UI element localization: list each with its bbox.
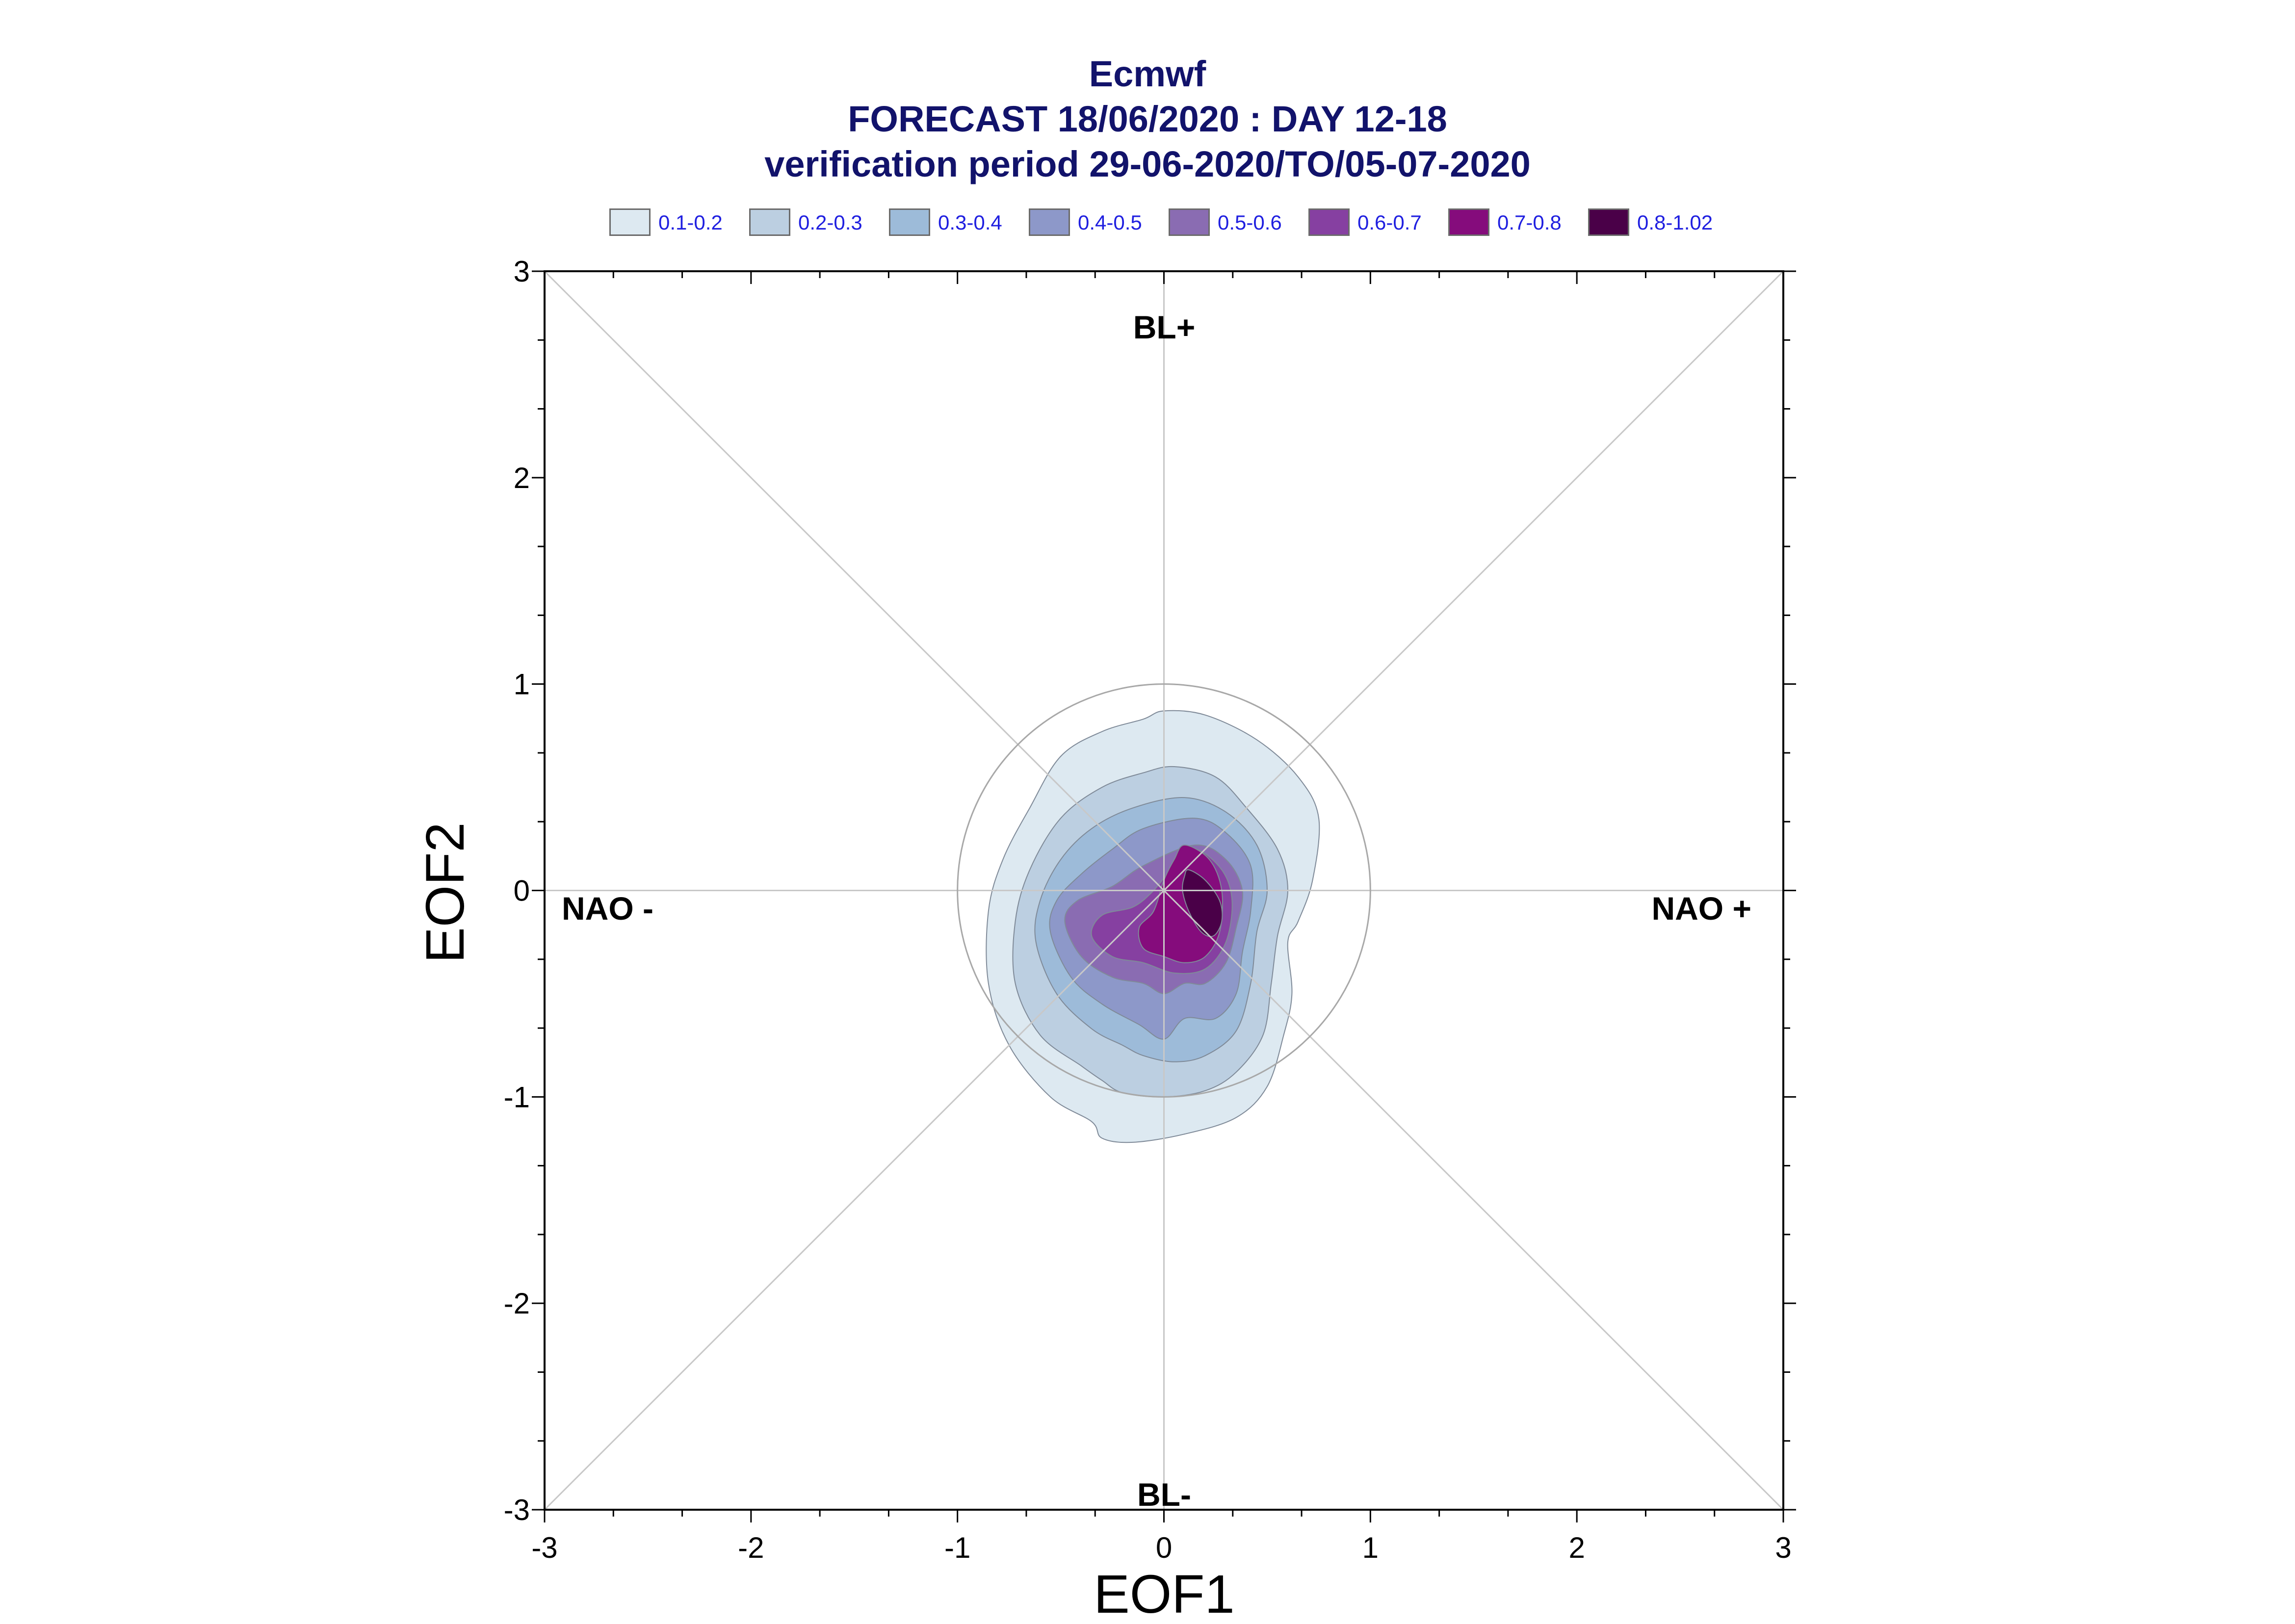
y-tick-label: 1 [514, 668, 530, 701]
y-axis-title: EOF2 [415, 822, 475, 963]
y-tick-label: 3 [514, 255, 530, 288]
legend-label: 0.5-0.6 [1218, 211, 1282, 234]
x-tick-label: 1 [1362, 1531, 1379, 1564]
legend-swatch [1588, 208, 1629, 236]
regime-label-nao-minus: NAO - [562, 890, 653, 927]
legend-label: 0.2-0.3 [798, 211, 862, 234]
legend-label: 0.7-0.8 [1497, 211, 1562, 234]
regime-label-bl-minus: BL- [1137, 1476, 1191, 1513]
ticks-layer: -3 -2 -1 0 1 2 3 -3 -2 -1 0 1 2 3 [504, 255, 1796, 1564]
regime-label-nao-plus: NAO + [1651, 890, 1751, 927]
legend-swatch [749, 208, 790, 236]
reference-circle [957, 683, 1371, 1098]
legend-label: 0.8-1.02 [1637, 211, 1713, 234]
x-tick-label: -3 [531, 1531, 557, 1564]
legend-label: 0.4-0.5 [1078, 211, 1142, 234]
legend-swatch [1029, 208, 1070, 236]
legend-swatch [609, 208, 651, 236]
chart-title: Ecmwf FORECAST 18/06/2020 : DAY 12-18 ve… [0, 52, 2295, 187]
y-tick-label: -1 [504, 1081, 530, 1113]
y-tick-label: -2 [504, 1287, 530, 1320]
title-line-2: FORECAST 18/06/2020 : DAY 12-18 [848, 99, 1447, 139]
legend-label: 0.3-0.4 [938, 211, 1002, 234]
legend-swatch [1169, 208, 1210, 236]
x-tick-label: -2 [738, 1531, 764, 1564]
labels-layer: BL+ BL- NAO - NAO + EOF1 EOF2 [415, 309, 1751, 1624]
title-line-1: Ecmwf [1089, 53, 1206, 94]
contour-layer [986, 710, 1320, 1143]
x-tick-label: 3 [1775, 1531, 1791, 1564]
legend-swatch [1308, 208, 1350, 236]
y-tick-label: -3 [504, 1494, 530, 1526]
x-tick-label: -1 [944, 1531, 970, 1564]
legend-swatch [889, 208, 930, 236]
y-tick-label: 2 [514, 462, 530, 494]
x-tick-label: 2 [1568, 1531, 1585, 1564]
regime-label-bl-plus: BL+ [1133, 309, 1196, 345]
y-tick-label: 0 [514, 875, 530, 907]
legend-label: 0.6-0.7 [1357, 211, 1422, 234]
legend: 0.1-0.2 0.2-0.3 0.3-0.4 0.4-0.5 0.5-0.6 0.6-0… [609, 206, 1787, 240]
reference-lines-layer [544, 270, 1784, 1511]
x-axis-title: EOF1 [1094, 1564, 1234, 1624]
legend-label: 0.1-0.2 [658, 211, 723, 234]
title-line-3: verification period 29-06-2020/TO/05-07-… [764, 144, 1531, 184]
legend-swatch [1448, 208, 1489, 236]
x-tick-label: 0 [1156, 1531, 1172, 1564]
